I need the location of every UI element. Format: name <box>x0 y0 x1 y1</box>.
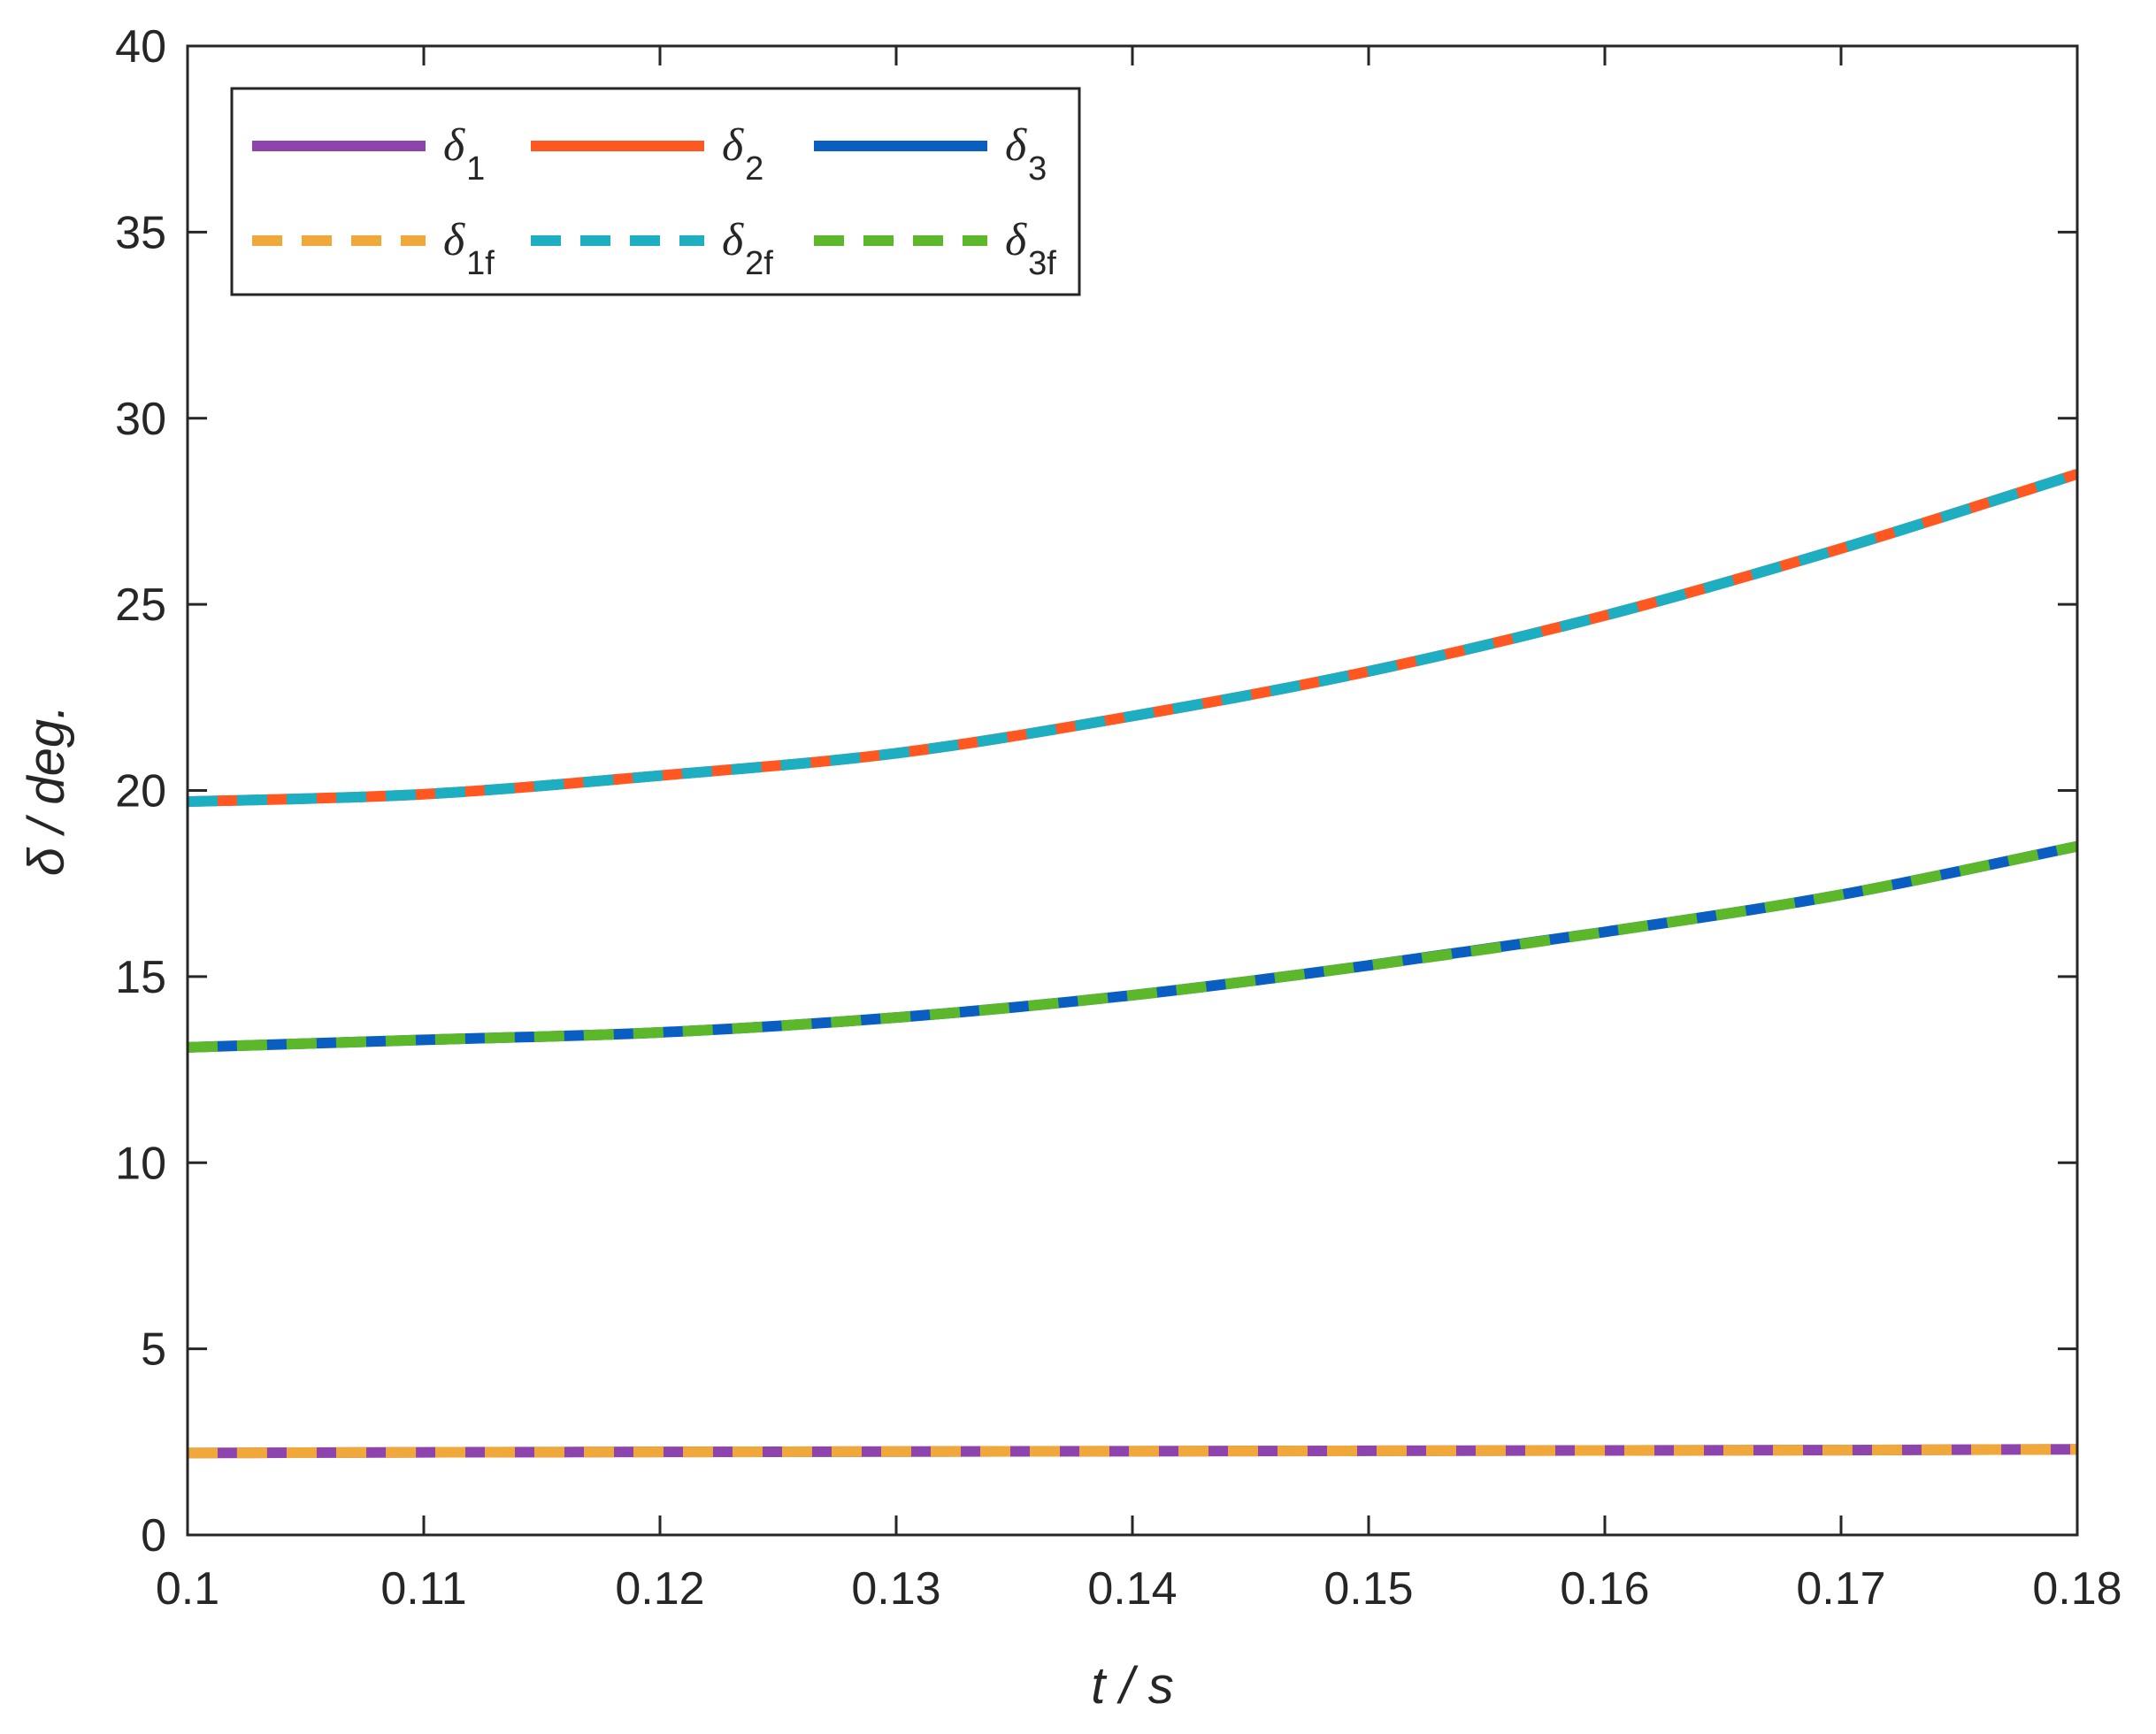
x-tick-label: 0.13 <box>851 1563 940 1615</box>
legend-item-δ1f: δ1f <box>252 215 495 282</box>
axes-layer: 0.1 0.11 0.12 0.13 0.14 0.15 0.16 0.17 0.18 0 5 10 1… <box>115 21 2121 1615</box>
legend-item-δ2: δ2 <box>531 120 763 188</box>
series-line-δ2f <box>188 469 2077 808</box>
x-axis-label: t / s <box>1091 1657 1173 1715</box>
series-line-δ3f <box>188 840 2077 1053</box>
legend: δ1 δ2 δ3 δ1f δ2f δ3f <box>230 87 1081 296</box>
legend-item-δ3f: δ3f <box>814 215 1056 282</box>
legend-label: δ2f <box>722 215 773 282</box>
legend-label: δ1 <box>443 120 485 188</box>
x-tick-label: 0.14 <box>1087 1563 1177 1615</box>
y-tick-label: 15 <box>115 952 166 1003</box>
x-tick-label: 0.17 <box>1796 1563 1885 1615</box>
y-tick-label: 0 <box>141 1510 166 1561</box>
x-tick-label: 0.16 <box>1560 1563 1649 1615</box>
x-tick-label: 0.11 <box>380 1563 466 1615</box>
legend-label: δ3f <box>1005 215 1056 282</box>
y-tick-label: 40 <box>115 21 166 73</box>
x-tick-label: 0.15 <box>1324 1563 1413 1615</box>
legend-item-δ1: δ1 <box>252 120 485 188</box>
legend-item-δ3: δ3 <box>814 120 1047 188</box>
x-tick-label: 0.12 <box>615 1563 704 1615</box>
y-tick-label: 10 <box>115 1138 166 1189</box>
legend-label: δ2 <box>722 120 763 188</box>
y-tick-label: 35 <box>115 207 166 258</box>
legend-label: δ3 <box>1005 120 1047 188</box>
y-axis-label: δ / deg. <box>18 705 75 876</box>
legend-label: δ1f <box>443 215 495 282</box>
y-tick-label: 5 <box>141 1324 166 1376</box>
y-tick-label: 20 <box>115 766 166 817</box>
y-tick-label: 30 <box>115 394 166 445</box>
x-tick-label: 0.1 <box>156 1563 219 1615</box>
legend-box <box>230 87 1081 296</box>
legend-item-δ2f: δ2f <box>531 215 773 282</box>
y-tick-label: 25 <box>115 579 166 631</box>
x-tick-label: 0.18 <box>2032 1563 2121 1615</box>
series-layer <box>188 469 2077 1459</box>
series-line-δ1f <box>188 1444 2077 1459</box>
